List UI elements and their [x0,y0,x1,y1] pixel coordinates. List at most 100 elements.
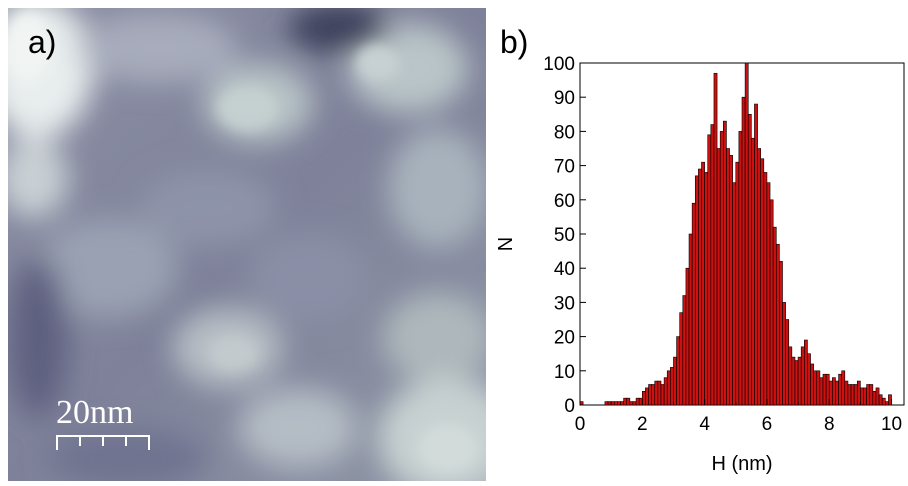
height-histogram-chart: 0 2 4 6 8 10 0 10 20 30 40 50 60 70 80 90 100 H (nm) N [490,0,908,481]
histogram-bar [629,401,634,406]
histogram-bar [707,134,712,406]
histogram-bar [788,346,793,406]
histogram-bar [804,339,808,406]
histogram-bar [794,360,799,406]
histogram-bar [847,384,852,406]
histogram-bar [660,384,665,406]
histogram-bars [579,62,892,406]
x-tick-label: 0 [575,414,586,435]
y-axis-ticks: 0 10 20 30 40 50 60 70 80 90 100 [543,54,586,417]
y-tick-label: 70 [554,157,575,178]
histogram-bar [719,131,724,406]
histogram-bar [657,380,662,406]
histogram-bar [822,373,827,406]
y-tick-label: 0 [564,396,575,417]
panel-b-label: b) [500,24,529,60]
histogram-bar [673,356,677,406]
histogram-bar [694,175,699,406]
histogram-bar [604,401,609,406]
histogram-bar [738,131,743,406]
histogram-bar [726,148,730,406]
histogram-bar [853,384,858,406]
histogram-bar [688,233,693,406]
histogram-bar [623,397,628,406]
histogram-bar [685,267,690,406]
y-tick-label: 40 [554,259,575,280]
histogram-bar [869,384,874,406]
histogram-bar [747,114,752,406]
histogram-bar [620,401,624,406]
histogram-bar [810,363,814,406]
histogram-bar [872,391,877,406]
histogram-bar [729,155,733,406]
histogram-bar [723,120,727,406]
histogram-bar [635,397,640,406]
histogram-bar [698,168,702,406]
histogram-bar [760,158,765,406]
histogram-bar [766,182,771,406]
y-tick-label: 90 [554,88,575,109]
scale-bar-label: 20nm [56,394,134,431]
histogram-bar [835,380,839,406]
histogram-bar [757,148,761,406]
histogram-bar [754,103,758,406]
y-tick-label: 10 [554,362,575,383]
histogram-bar [782,302,786,406]
histogram-bar [651,384,656,406]
histogram-bar [744,62,749,406]
panel-a-label: a) [28,24,57,60]
histogram-bar [800,346,805,406]
x-axis-ticks: 0 2 4 6 8 10 [575,399,902,435]
x-tick-label: 4 [699,414,710,435]
x-tick-label: 10 [881,414,902,435]
y-tick-label: 60 [554,191,575,212]
histogram-bar [850,384,855,406]
histogram-bar [679,312,684,406]
histogram-bar [741,96,746,406]
x-tick-label: 6 [762,414,773,435]
histogram-bar [670,367,674,406]
histogram-bar [844,380,849,406]
histogram-bar [676,336,681,406]
histogram-bar [816,370,821,406]
histogram-bar [654,380,659,406]
histogram-bar [841,370,846,406]
y-tick-label: 50 [554,225,575,246]
histogram-bar [666,370,671,406]
histogram-bar [751,137,755,406]
histogram-bar [863,387,867,406]
histogram-bar [769,199,774,406]
histogram-bar [791,356,796,406]
histogram-bar [682,295,687,406]
y-tick-label: 100 [543,54,575,75]
histogram-bar [885,401,889,406]
histogram-bar [797,356,802,406]
histogram-bar [617,401,621,406]
histogram-bar [878,394,883,406]
histogram-bar [632,401,637,406]
histogram-bar [691,202,696,406]
scale-bar [56,435,150,450]
histogram-bar [866,384,871,406]
histogram-bar [648,384,652,406]
afm-height-image [8,8,486,481]
histogram-bar [663,377,668,406]
y-tick-label: 20 [554,328,575,349]
histogram-bar [716,148,721,406]
histogram-bar [832,377,836,406]
histogram-bar [710,124,715,406]
histogram-bar [613,401,618,406]
histogram-bar [807,353,811,406]
histogram-bar [713,72,718,406]
x-axis-label: H (nm) [711,453,772,475]
y-tick-label: 80 [554,122,575,143]
y-tick-label: 30 [554,293,575,314]
histogram-bar [735,161,740,406]
histogram-bar [838,373,842,406]
histogram-bar [856,380,861,406]
x-tick-label: 8 [824,414,835,435]
histogram-bar [645,387,649,406]
histogram-bar [704,172,709,406]
histogram-bar [881,397,886,406]
x-tick-label: 2 [637,414,648,435]
